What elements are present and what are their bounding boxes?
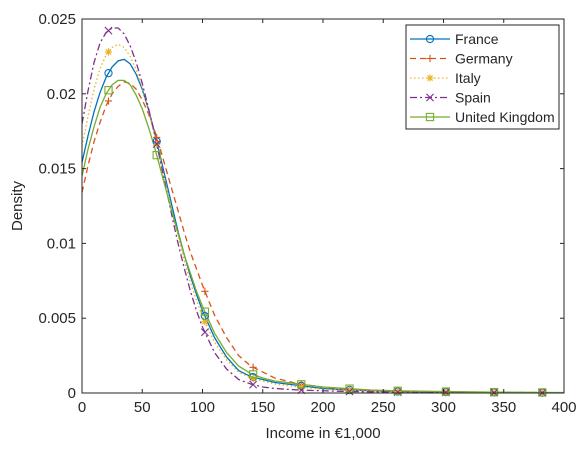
marker-italy-0 xyxy=(104,48,113,56)
legend-label: United Kingdom xyxy=(455,109,555,125)
legend-marker xyxy=(425,112,435,122)
series-line-spain xyxy=(82,27,564,393)
x-tick-label: 50 xyxy=(134,399,151,416)
marker-italy-4 xyxy=(297,383,305,391)
marker-spain-2 xyxy=(200,328,209,337)
marker-italy-2 xyxy=(201,318,209,326)
marker-france-0 xyxy=(104,69,113,78)
legend-marker xyxy=(426,74,434,82)
legend-marker xyxy=(425,34,435,44)
legend-entry-spain: Spain xyxy=(410,90,491,106)
marker-italy-3 xyxy=(249,375,257,383)
x-tick-label: 350 xyxy=(491,399,516,416)
x-tick-label: 300 xyxy=(431,399,456,416)
y-tick-label: 0.005 xyxy=(38,310,76,327)
marker-united-kingdom-5 xyxy=(345,384,354,393)
y-tick-label: 0.01 xyxy=(47,235,76,252)
x-tick-label: 0 xyxy=(78,399,86,416)
marker-united-kingdom-0 xyxy=(104,86,113,95)
series-line-united-kingdom xyxy=(82,79,564,393)
tick-layer: 0 50 100 150 200 250 300 350 400 0 0.005 0.01 0.015 0… xyxy=(38,11,576,416)
y-tick-label: 0.02 xyxy=(47,86,76,103)
marker-spain-1 xyxy=(152,140,161,149)
series-line-germany xyxy=(82,81,564,393)
marker-united-kingdom-6 xyxy=(393,386,402,395)
legend-marker xyxy=(426,54,434,63)
marker-spain-3 xyxy=(249,380,258,389)
legend-entry-france: France xyxy=(410,31,499,47)
marker-italy-5 xyxy=(345,386,354,394)
x-tick-label: 400 xyxy=(551,399,576,416)
marker-germany-0 xyxy=(104,97,113,105)
x-tick-label: 100 xyxy=(190,399,215,416)
marker-united-kingdom-1 xyxy=(152,150,161,160)
marker-spain-5 xyxy=(345,387,354,396)
legend-label: France xyxy=(455,31,499,47)
y-tick-label: 0.015 xyxy=(38,161,76,178)
x-tick-label: 150 xyxy=(250,399,275,416)
marker-united-kingdom-7 xyxy=(441,387,451,396)
marker-united-kingdom-8 xyxy=(489,387,499,397)
legend-entry-united-kingdom: United Kingdom xyxy=(410,109,555,125)
legend-entry-italy: Italy xyxy=(410,70,481,86)
marker-germany-2 xyxy=(201,287,209,295)
legend-label: Germany xyxy=(455,51,513,67)
legend: France Germany Italy Spain United Kingdom xyxy=(405,24,560,130)
marker-united-kingdom-9 xyxy=(538,388,547,397)
y-tick-label: 0 xyxy=(68,385,76,402)
legend-label: Spain xyxy=(455,90,491,106)
marker-united-kingdom-4 xyxy=(297,380,306,389)
marker-united-kingdom-2 xyxy=(200,307,210,316)
legend-entry-germany: Germany xyxy=(410,51,513,67)
marker-united-kingdom-3 xyxy=(248,370,258,379)
x-axis-label: Income in €1,000 xyxy=(265,425,380,442)
x-tick-label: 200 xyxy=(310,399,335,416)
legend-label: Italy xyxy=(455,70,481,86)
legend-marker xyxy=(426,93,434,102)
marker-spain-0 xyxy=(104,26,113,35)
x-tick-label: 250 xyxy=(371,399,396,416)
y-tick-label: 0.025 xyxy=(38,11,76,28)
y-axis-label: Density xyxy=(9,180,26,231)
marker-germany-1 xyxy=(153,133,161,142)
marker-germany-3 xyxy=(249,363,257,371)
series-layer xyxy=(82,27,564,393)
